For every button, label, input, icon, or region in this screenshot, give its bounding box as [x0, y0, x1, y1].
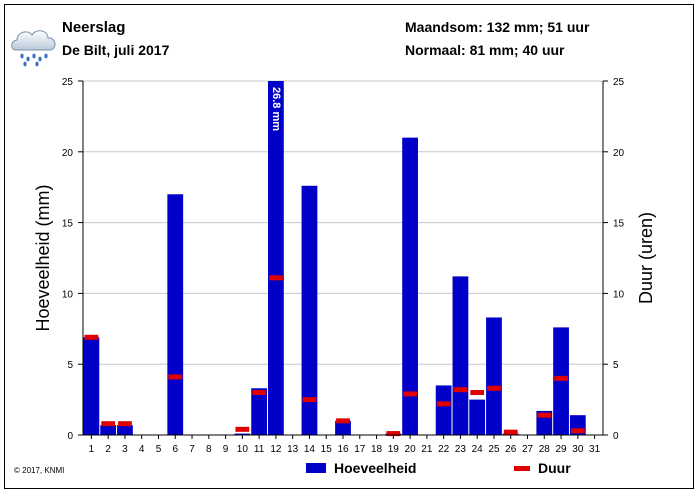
x-tick-label: 4: [139, 444, 145, 455]
x-tick-label: 31: [589, 444, 601, 455]
x-tick-label: 25: [488, 444, 500, 455]
x-tick-label: 29: [556, 444, 568, 455]
overflow-label: 26.8 mm: [270, 87, 282, 131]
y-tick-label: 0: [67, 431, 73, 442]
x-tick-label: 14: [304, 444, 316, 455]
marker-duur-26: [503, 429, 518, 435]
bar-hoeveelheid-14: [301, 185, 318, 435]
y-tick-label: 15: [62, 219, 74, 230]
y2-tick-label: 20: [613, 148, 625, 159]
y-tick-label: 10: [62, 289, 74, 300]
x-tick-label: 10: [237, 444, 249, 455]
chart-title: Neerslag: [62, 19, 126, 36]
rain-cloud-icon: [11, 30, 56, 67]
marker-duur-22: [436, 401, 451, 407]
bar-hoeveelheid-12: [268, 81, 284, 435]
bar-hoeveelheid-6: [167, 194, 184, 435]
marker-duur-23: [453, 387, 468, 393]
marker-duur-11: [252, 390, 267, 396]
legend-hoeveelheid: Hoeveelheid: [306, 460, 416, 476]
bar-hoeveelheid-29: [553, 327, 569, 435]
marker-duur-24: [470, 390, 485, 396]
x-tick-label: 23: [455, 444, 467, 455]
marker-duur-10: [235, 426, 250, 432]
x-tick-label: 24: [472, 444, 484, 455]
bar-hoeveelheid-11: [251, 388, 268, 435]
chart-subtitle: De Bilt, juli 2017: [62, 42, 170, 58]
marker-duur-16: [336, 418, 350, 424]
x-tick-label: 5: [156, 444, 162, 455]
y2-tick-label: 10: [613, 289, 625, 300]
x-tick-label: 8: [206, 444, 212, 455]
legend-swatch-duur: [514, 465, 530, 471]
bar-hoeveelheid-20: [402, 137, 418, 435]
legend-duur: Duur: [514, 460, 571, 476]
x-tick-label: 30: [572, 444, 584, 455]
x-tick-label: 13: [287, 444, 299, 455]
marker-duur-12: [269, 275, 283, 281]
bar-hoeveelheid-16: [335, 420, 351, 435]
x-tick-label: 28: [539, 444, 551, 455]
marker-duur-2: [101, 421, 116, 427]
x-tick-label: 16: [337, 444, 349, 455]
legend-label-duur: Duur: [538, 460, 571, 476]
marker-duur-28: [537, 412, 552, 418]
y2-axis-title: Duur (uren): [636, 212, 656, 304]
x-tick-label: 7: [189, 444, 195, 455]
chart-frame: [4, 4, 694, 489]
legend-swatch-hoeveelheid: [306, 463, 326, 473]
bar-hoeveelheid-23: [452, 276, 469, 435]
x-tick-label: 9: [223, 444, 229, 455]
x-tick-label: 26: [505, 444, 517, 455]
x-tick-label: 11: [254, 444, 265, 455]
marker-duur-14: [302, 397, 317, 403]
bar-hoeveelheid-24: [469, 399, 486, 435]
x-tick-label: 22: [438, 444, 450, 455]
marker-duur-25: [487, 385, 501, 391]
x-tick-label: 2: [105, 444, 111, 455]
x-tick-label: 20: [405, 444, 417, 455]
marker-duur-30: [570, 428, 585, 434]
y2-tick-label: 15: [613, 219, 625, 230]
monthly-total: Maandsom: 132 mm; 51 uur: [405, 19, 590, 35]
x-tick-label: 21: [421, 444, 433, 455]
normal-total: Normaal: 81 mm; 40 uur: [405, 42, 565, 58]
marker-duur-29: [554, 375, 568, 381]
x-tick-label: 19: [388, 444, 400, 455]
x-tick-label: 6: [172, 444, 178, 455]
y-tick-label: 5: [67, 360, 73, 371]
marker-duur-3: [118, 421, 132, 427]
bar-hoeveelheid-25: [486, 317, 502, 435]
y2-tick-label: 25: [613, 77, 625, 88]
x-tick-label: 17: [354, 444, 366, 455]
bar-hoeveelheid-22: [435, 385, 452, 435]
y-tick-label: 20: [62, 148, 74, 159]
marker-duur-1: [84, 334, 99, 340]
bar-hoeveelheid-1: [83, 337, 100, 435]
x-tick-label: 1: [89, 444, 95, 455]
x-tick-label: 3: [122, 444, 128, 455]
y-axis-title: Hoeveelheid (mm): [33, 184, 53, 331]
marker-duur-19: [386, 431, 401, 437]
x-tick-label: 12: [270, 444, 282, 455]
bar-hoeveelheid-2: [100, 425, 117, 435]
x-tick-label: 18: [371, 444, 383, 455]
x-tick-label: 27: [522, 444, 534, 455]
y-tick-label: 25: [62, 77, 74, 88]
legend-label-hoeveelheid: Hoeveelheid: [334, 460, 417, 476]
copyright: © 2017, KNMI: [14, 466, 65, 475]
marker-duur-6: [168, 374, 183, 380]
marker-duur-20: [403, 391, 417, 397]
bar-hoeveelheid-3: [117, 425, 133, 435]
y2-tick-label: 5: [613, 360, 619, 371]
y2-tick-label: 0: [613, 431, 619, 442]
bar-hoeveelheid-10: [234, 433, 251, 435]
x-tick-label: 15: [321, 444, 333, 455]
